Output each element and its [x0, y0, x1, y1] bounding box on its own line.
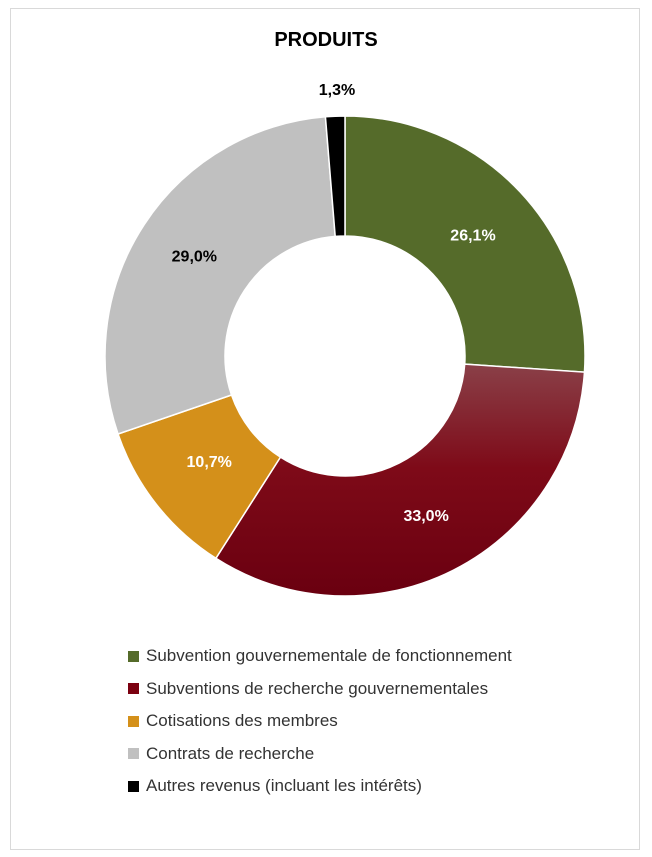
legend-item-2: Subventions de recherche gouvernementale…: [128, 673, 512, 706]
legend-swatch-3: [128, 715, 139, 727]
donut-chart: 26,1% 33,0% 10,7% 29,0% 1,3%: [104, 82, 586, 597]
legend-swatch-1: [128, 650, 139, 662]
slice-4: [104, 115, 337, 435]
slice-5: [324, 115, 346, 238]
data-label-3: 10,7%: [187, 454, 232, 471]
chart-frame: [10, 8, 640, 850]
legend-item-1: Subvention gouvernementale de fonctionne…: [128, 640, 512, 673]
data-label-1: 26,1%: [450, 228, 495, 245]
legend-label-2: Subventions de recherche gouvernementale…: [146, 678, 489, 698]
legend-item-3: Cotisations des membres: [128, 705, 512, 738]
legend-label-3: Cotisations des membres: [146, 711, 338, 731]
data-label-4: 29,0%: [172, 249, 217, 266]
legend: Subvention gouvernementale de fonctionne…: [128, 640, 512, 803]
legend-swatch-5: [128, 780, 139, 792]
slice-1: [344, 115, 586, 373]
legend-item-4: Contrats de recherche: [128, 738, 512, 771]
legend-label-1: Subvention gouvernementale de fonctionne…: [146, 646, 512, 666]
legend-label-4: Contrats de recherche: [146, 743, 315, 763]
legend-label-5: Autres revenus (incluant les intérêts): [146, 776, 422, 796]
slice-2: [214, 363, 586, 597]
legend-item-5: Autres revenus (incluant les intérêts): [128, 770, 512, 803]
data-label-2: 33,0%: [403, 508, 448, 525]
legend-swatch-4: [128, 748, 139, 760]
legend-swatch-2: [128, 683, 139, 695]
data-label-5: 1,3%: [319, 82, 355, 99]
chart-title: PRODUITS: [274, 29, 378, 51]
